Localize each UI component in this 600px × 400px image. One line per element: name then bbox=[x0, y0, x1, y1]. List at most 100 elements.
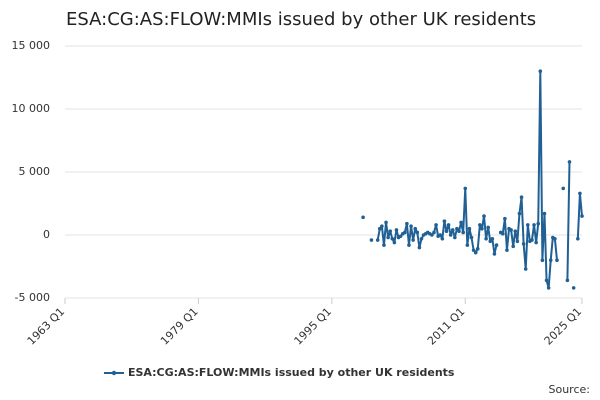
point bbox=[444, 229, 449, 234]
point bbox=[561, 186, 566, 191]
point bbox=[540, 258, 545, 263]
point bbox=[492, 252, 497, 256]
point bbox=[450, 228, 455, 232]
y-tick-label: 5 000 bbox=[19, 165, 51, 178]
point bbox=[438, 233, 443, 237]
point bbox=[390, 236, 395, 241]
point bbox=[513, 229, 518, 234]
point bbox=[484, 236, 488, 241]
point bbox=[467, 226, 472, 231]
legend-marker bbox=[111, 370, 117, 376]
point bbox=[538, 69, 543, 73]
line bbox=[376, 70, 583, 289]
point bbox=[509, 228, 513, 232]
point bbox=[553, 236, 557, 241]
y-tick-label: 15 000 bbox=[12, 39, 51, 52]
legend-label: ESA:CG:AS:FLOW:MMIs issued by other UK r… bbox=[128, 366, 455, 379]
point bbox=[403, 230, 407, 235]
point bbox=[534, 240, 538, 245]
point bbox=[548, 258, 553, 263]
point bbox=[565, 278, 570, 283]
point bbox=[417, 245, 422, 250]
point bbox=[413, 226, 418, 231]
point bbox=[523, 267, 528, 271]
point bbox=[490, 236, 495, 241]
point bbox=[555, 258, 559, 263]
point bbox=[500, 231, 505, 236]
point bbox=[440, 236, 445, 241]
x-tick-label: 1995 Q1 bbox=[292, 305, 335, 348]
point bbox=[494, 243, 499, 247]
y-tick-label: -5 000 bbox=[15, 291, 50, 304]
point bbox=[525, 223, 530, 227]
x-tick-label: 1979 Q1 bbox=[158, 305, 201, 348]
point bbox=[398, 234, 403, 239]
point bbox=[384, 220, 388, 225]
point bbox=[432, 230, 436, 235]
point bbox=[578, 191, 582, 196]
point bbox=[361, 215, 365, 220]
point bbox=[415, 230, 420, 235]
point bbox=[546, 286, 551, 290]
point bbox=[530, 238, 534, 242]
point bbox=[580, 214, 584, 218]
x-tick-label: 1963 Q1 bbox=[25, 305, 68, 348]
point bbox=[542, 211, 547, 216]
point bbox=[515, 239, 520, 244]
y-tick-label: 10 000 bbox=[12, 102, 51, 115]
point bbox=[461, 230, 465, 235]
point bbox=[488, 239, 493, 244]
point bbox=[567, 160, 572, 164]
point bbox=[544, 278, 549, 283]
point bbox=[469, 235, 474, 240]
point bbox=[392, 240, 397, 245]
point bbox=[478, 223, 482, 227]
point bbox=[411, 238, 415, 242]
point bbox=[375, 238, 380, 242]
point bbox=[473, 250, 478, 255]
point bbox=[519, 195, 524, 199]
point bbox=[457, 229, 461, 234]
point bbox=[386, 235, 390, 240]
chart-title: ESA:CG:AS:FLOW:MMIs issued by other UK r… bbox=[66, 9, 536, 30]
point bbox=[394, 228, 399, 232]
point bbox=[505, 248, 509, 252]
point bbox=[434, 223, 438, 227]
point bbox=[382, 243, 386, 247]
y-tick-label: 0 bbox=[43, 228, 50, 241]
point bbox=[521, 242, 526, 246]
point bbox=[480, 226, 484, 231]
x-tick-label: 2025 Q1 bbox=[542, 305, 585, 348]
point bbox=[576, 236, 580, 241]
point bbox=[430, 233, 434, 237]
point bbox=[471, 248, 476, 252]
point bbox=[482, 214, 486, 218]
point bbox=[475, 247, 480, 251]
point bbox=[463, 186, 468, 191]
point bbox=[453, 235, 457, 240]
point bbox=[419, 236, 424, 241]
point bbox=[409, 224, 413, 228]
point bbox=[571, 286, 576, 290]
point bbox=[517, 211, 522, 216]
point bbox=[369, 238, 374, 242]
point bbox=[503, 216, 507, 221]
point bbox=[442, 219, 447, 223]
point bbox=[377, 226, 382, 231]
point bbox=[486, 225, 490, 230]
point bbox=[511, 244, 516, 249]
point bbox=[455, 226, 459, 231]
point bbox=[448, 233, 453, 237]
point bbox=[380, 224, 384, 228]
point bbox=[388, 229, 393, 234]
point bbox=[536, 221, 541, 226]
x-tick-label: 2011 Q1 bbox=[425, 305, 468, 348]
point bbox=[405, 221, 409, 226]
point bbox=[407, 243, 411, 247]
point bbox=[446, 223, 451, 227]
point bbox=[465, 243, 470, 247]
source: Source: bbox=[549, 383, 591, 396]
point bbox=[459, 220, 463, 225]
point bbox=[532, 223, 536, 227]
